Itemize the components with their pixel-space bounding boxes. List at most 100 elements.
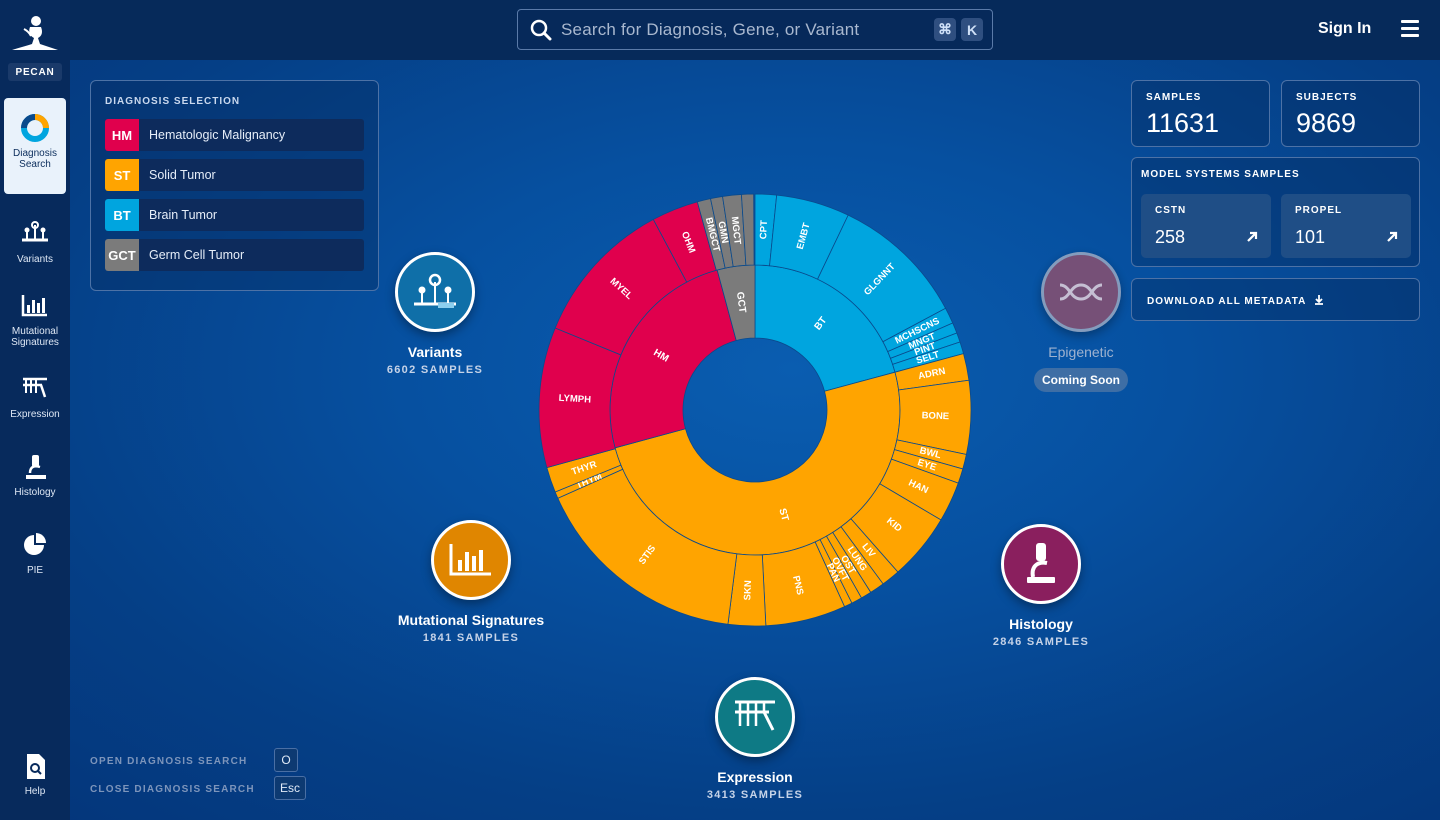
- outer-label-lymph: LYMPH: [558, 393, 591, 406]
- cstn-value: 258: [1155, 227, 1186, 247]
- sidebar-item-label: Help: [24, 786, 46, 797]
- diagnosis-label: Brain Tumor: [149, 208, 218, 222]
- mutational-signatures-circle[interactable]: [431, 520, 511, 600]
- external-arrow-icon: [1387, 231, 1398, 242]
- diagnosis-label: Solid Tumor: [149, 168, 216, 182]
- variants-name: Variants: [407, 344, 463, 360]
- mutational-signatures-icon: [21, 295, 47, 317]
- propel-card[interactable]: PROPEL 101: [1281, 194, 1411, 258]
- diagnosis-item-hm[interactable]: HM Hematologic Malignancy: [105, 119, 364, 151]
- sidebar-item-label: PIE: [26, 565, 44, 576]
- diagnosis-code-badge: GCT: [105, 239, 139, 271]
- sidebar-item-histology[interactable]: Histology: [0, 453, 70, 498]
- mutational-signatures-count: 1841 SAMPLES: [422, 632, 520, 644]
- pie-icon: [24, 533, 46, 555]
- sidebar-item-mutational-signatures[interactable]: Mutational Signatures: [0, 292, 70, 348]
- outer-label-mgct: MGCT: [729, 216, 743, 245]
- hamburger-menu-icon[interactable]: [1401, 20, 1419, 37]
- top-bar: Search for Diagnosis, Gene, or Variant ⌘…: [70, 0, 1440, 60]
- variants-feature[interactable]: Variants 6602 SAMPLES: [335, 252, 535, 376]
- histology-icon: [26, 455, 46, 479]
- st-jude-logo-icon[interactable]: [10, 14, 60, 52]
- open-shortcut-key[interactable]: O: [274, 748, 298, 772]
- expression-count: 3413 SAMPLES: [706, 789, 804, 801]
- model-systems-panel: MODEL SYSTEMS SAMPLES CSTN 258 PROPEL 10…: [1131, 157, 1420, 267]
- cstn-card[interactable]: CSTN 258: [1141, 194, 1271, 258]
- sidebar: PECAN Diagnosis Search Variants Mutation…: [0, 0, 70, 820]
- diagnosis-label: Germ Cell Tumor: [149, 248, 245, 262]
- samples-label: SAMPLES: [1146, 92, 1202, 103]
- outer-label-pns: PNS: [790, 575, 805, 597]
- open-diagnosis-search-label: OPEN DIAGNOSIS SEARCH: [90, 756, 248, 767]
- download-metadata-button[interactable]: DOWNLOAD ALL METADATA: [1131, 278, 1420, 321]
- diagnosis-item-st[interactable]: ST Solid Tumor: [105, 159, 364, 191]
- coming-soon-badge: Coming Soon: [1034, 368, 1128, 392]
- epigenetic-circle: [1041, 252, 1121, 332]
- diagnosis-item-bt[interactable]: BT Brain Tumor: [105, 199, 364, 231]
- sidebar-item-label: Histology: [14, 487, 56, 498]
- cstn-label: CSTN: [1155, 205, 1187, 216]
- sidebar-item-diagnosis-search[interactable]: Diagnosis Search: [4, 98, 66, 194]
- variants-circle[interactable]: [395, 252, 475, 332]
- outer-segment-other[interactable]: [741, 193, 755, 266]
- inner-label-st: ST: [776, 507, 790, 522]
- subjects-label: SUBJECTS: [1296, 92, 1358, 103]
- outer-label-cpt: CPT: [758, 220, 770, 240]
- histology-feature[interactable]: Histology 2846 SAMPLES: [941, 524, 1141, 648]
- outer-label-skn: SKN: [742, 580, 754, 601]
- mutational-signatures-name: Mutational Signatures: [397, 612, 545, 628]
- external-arrow-icon: [1247, 231, 1258, 242]
- sidebar-item-pie[interactable]: PIE: [0, 531, 70, 576]
- samples-value: 11631: [1146, 108, 1220, 138]
- outer-label-gmn: GMN: [715, 220, 730, 244]
- search-icon: [530, 19, 552, 41]
- expression-feature[interactable]: Expression 3413 SAMPLES: [655, 677, 855, 801]
- inner-label-gct: GCT: [734, 291, 748, 313]
- histology-count: 2846 SAMPLES: [992, 636, 1090, 648]
- diagnosis-code-badge: ST: [105, 159, 139, 191]
- mutational-signatures-icon: [449, 544, 491, 576]
- dna-helix-icon: [1059, 283, 1103, 301]
- help-document-icon: [27, 754, 45, 779]
- sign-in-link[interactable]: Sign In: [1318, 20, 1372, 37]
- model-systems-title: MODEL SYSTEMS SAMPLES: [1141, 169, 1300, 180]
- samples-stat: SAMPLES 11631: [1131, 80, 1270, 147]
- epigenetic-name: Epigenetic: [1048, 344, 1114, 360]
- download-label: DOWNLOAD ALL METADATA: [1147, 296, 1306, 307]
- expression-icon: [735, 700, 775, 731]
- expression-name: Expression: [717, 769, 793, 785]
- variants-count: 6602 SAMPLES: [386, 364, 484, 376]
- outer-label-bone: BONE: [921, 410, 949, 422]
- diagnosis-selection-title: DIAGNOSIS SELECTION: [105, 96, 241, 107]
- sidebar-item-variants[interactable]: Variants: [0, 220, 70, 265]
- histology-icon: [1027, 543, 1055, 583]
- sidebar-item-expression[interactable]: Expression: [0, 375, 70, 420]
- epigenetic-feature: Epigenetic Coming Soon: [981, 252, 1181, 392]
- histology-circle[interactable]: [1001, 524, 1081, 604]
- sidebar-item-help[interactable]: Help: [0, 752, 70, 797]
- k-key-badge: K: [961, 18, 983, 41]
- subjects-value: 9869: [1296, 108, 1357, 138]
- download-icon: [1314, 295, 1323, 305]
- expression-circle[interactable]: [715, 677, 795, 757]
- sidebar-item-label: Variants: [17, 254, 53, 265]
- expression-icon: [23, 377, 47, 398]
- sidebar-item-label: Expression: [10, 409, 60, 420]
- search-input[interactable]: Search for Diagnosis, Gene, or Variant ⌘…: [517, 9, 993, 50]
- diagnosis-code-badge: BT: [105, 199, 139, 231]
- diagnosis-code-badge: HM: [105, 119, 139, 151]
- close-shortcut-key[interactable]: Esc: [274, 776, 306, 800]
- diagnosis-label: Hematologic Malignancy: [149, 128, 286, 142]
- variants-icon: [414, 273, 456, 308]
- close-diagnosis-search-label: CLOSE DIAGNOSIS SEARCH: [90, 784, 255, 795]
- histology-name: Histology: [1009, 616, 1073, 632]
- mutational-signatures-feature[interactable]: Mutational Signatures 1841 SAMPLES: [371, 520, 571, 644]
- diagnosis-item-gct[interactable]: GCT Germ Cell Tumor: [105, 239, 364, 271]
- command-key-badge: ⌘: [934, 18, 956, 41]
- outer-label-adrn: ADRN: [917, 366, 946, 382]
- diagnosis-search-icon: [21, 114, 49, 142]
- diagnosis-selection-panel: DIAGNOSIS SELECTION HM Hematologic Malig…: [90, 80, 379, 291]
- search-placeholder: Search for Diagnosis, Gene, or Variant: [561, 20, 860, 39]
- propel-label: PROPEL: [1295, 205, 1343, 216]
